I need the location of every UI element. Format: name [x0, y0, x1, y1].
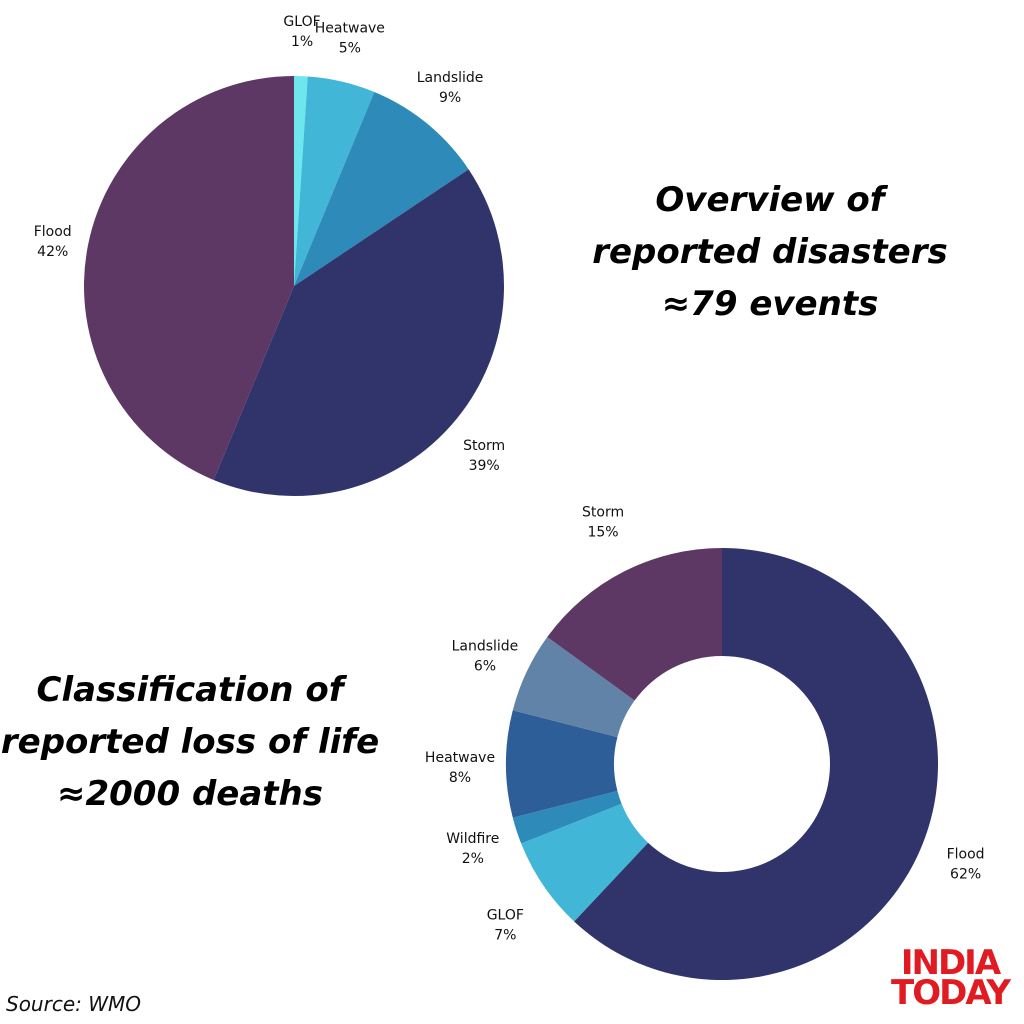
disasters-value-glof: 1%: [291, 34, 313, 50]
disasters-title-line-2: reported disasters: [592, 232, 948, 272]
deaths-value-wildfire: 2%: [462, 851, 484, 867]
deaths-label-storm: Storm: [582, 505, 624, 521]
deaths-value-heatwave: 8%: [449, 770, 471, 786]
disasters-title-line-3: ≈79 events: [661, 284, 879, 324]
deaths-title-line-3: ≈2000 deaths: [57, 774, 323, 814]
disasters-slice-flood: [83, 76, 294, 481]
source-note: Source: WMO: [6, 992, 141, 1016]
deaths-label-heatwave: Heatwave: [425, 750, 495, 766]
disasters-label-flood: Flood: [34, 224, 72, 240]
deaths-slice-landslide: [512, 637, 635, 738]
disasters-value-heatwave: 5%: [339, 40, 361, 56]
disasters-title-line-1: Overview of: [655, 180, 885, 220]
deaths-label-glof: GLOF: [487, 907, 524, 923]
disasters-label-storm: Storm: [463, 438, 505, 454]
deaths-slice-flood: [574, 548, 939, 980]
logo-line-india: INDIA: [900, 943, 1001, 983]
deaths-slice-storm: [547, 548, 722, 701]
deaths-value-glof: 7%: [494, 927, 516, 943]
deaths-slice-glof: [521, 803, 649, 922]
deaths-value-landslide: 6%: [474, 658, 496, 674]
logo-line-today: TODAY: [891, 973, 1011, 1013]
india-today-logo: INDIA TODAY: [880, 943, 1020, 1013]
disasters-value-landslide: 9%: [439, 90, 461, 106]
disasters-slice-glof: [294, 76, 308, 286]
deaths-chart-title: Classification of reported loss of life …: [0, 664, 380, 820]
disasters-label-landslide: Landslide: [417, 70, 484, 86]
deaths-title-line-1: Classification of: [36, 670, 344, 710]
deaths-value-storm: 15%: [587, 525, 618, 541]
deaths-label-wildfire: Wildfire: [446, 831, 499, 847]
deaths-donut-chart: Flood 62% GLOF 7% Wildfire 2% Heatwave 8% Landsl…: [425, 505, 985, 980]
deaths-slice-wildfire: [512, 790, 622, 844]
deaths-value-flood: 62%: [950, 866, 981, 882]
deaths-title-line-2: reported loss of life: [0, 722, 380, 762]
disasters-slice-heatwave: [294, 76, 375, 287]
disasters-value-flood: 42%: [37, 244, 68, 260]
deaths-label-landslide: Landslide: [452, 638, 519, 654]
disasters-slice-landslide: [294, 91, 469, 287]
disasters-chart-title: Overview of reported disasters ≈79 event…: [560, 174, 980, 330]
disasters-label-glof: GLOF: [283, 14, 320, 30]
disasters-value-storm: 39%: [469, 458, 500, 474]
deaths-slice-heatwave: [505, 710, 618, 818]
disasters-slice-storm: [213, 169, 504, 497]
disasters-label-heatwave: Heatwave: [315, 20, 385, 36]
disasters-pie-chart: GLOF 1%Heatwave 5% Landslide 9% Storm 39% Flood…: [34, 14, 505, 497]
deaths-label-flood: Flood: [947, 846, 985, 862]
